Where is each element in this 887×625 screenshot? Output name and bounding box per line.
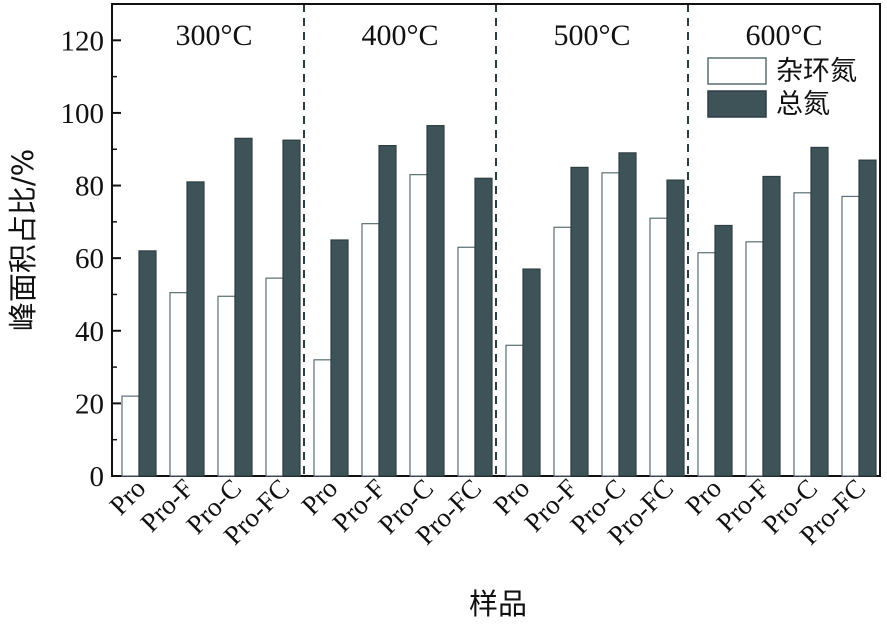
group-label-3: 600°C bbox=[745, 19, 822, 52]
group-label-0: 300°C bbox=[175, 19, 252, 52]
legend-label-0: 杂环氮 bbox=[776, 56, 857, 87]
heterocyclic-n-bar-0-2 bbox=[217, 295, 236, 477]
y-tick-label-40: 40 bbox=[75, 316, 104, 348]
legend-swatch-0 bbox=[707, 57, 767, 85]
total-n-bar-0-0 bbox=[138, 250, 157, 477]
y-axis: 0 20 40 60 80 100 120 bbox=[61, 25, 121, 493]
total-n-bar-2-1 bbox=[570, 166, 589, 477]
heterocyclic-n-bar-0-3 bbox=[265, 277, 284, 477]
temperature-groups: 300°C 400°C 500°C 600°C bbox=[175, 19, 822, 52]
heterocyclic-n-bar-1-1 bbox=[361, 223, 380, 477]
plot-frame bbox=[111, 3, 881, 477]
total-n-bar-3-3 bbox=[858, 159, 877, 477]
total-n-bar-2-3 bbox=[666, 179, 685, 477]
plot-border bbox=[111, 3, 881, 477]
legend-swatch-1 bbox=[707, 90, 767, 118]
total-n-bar-3-0 bbox=[714, 224, 733, 477]
y-tick-label-100: 100 bbox=[61, 98, 105, 130]
total-n-bar-3-1 bbox=[762, 175, 781, 477]
bars bbox=[121, 125, 877, 477]
heterocyclic-n-bar-1-0 bbox=[313, 359, 332, 477]
y-axis-title: 峰面积占比/% bbox=[6, 149, 40, 331]
total-n-bar-3-2 bbox=[810, 146, 829, 477]
total-n-bar-0-1 bbox=[186, 181, 205, 477]
heterocyclic-n-bar-0-1 bbox=[169, 292, 188, 477]
y-tick-label-80: 80 bbox=[75, 171, 104, 203]
y-tick-label-60: 60 bbox=[75, 243, 104, 275]
heterocyclic-n-bar-2-3 bbox=[649, 217, 668, 477]
heterocyclic-n-bar-1-3 bbox=[457, 246, 476, 477]
heterocyclic-n-bar-2-0 bbox=[505, 344, 524, 477]
heterocyclic-n-bar-0-0 bbox=[121, 395, 140, 477]
total-n-bar-1-0 bbox=[330, 239, 349, 477]
heterocyclic-n-bar-2-1 bbox=[553, 226, 572, 477]
heterocyclic-n-bar-2-2 bbox=[601, 172, 620, 477]
total-n-bar-1-3 bbox=[474, 177, 493, 477]
heterocyclic-n-bar-3-1 bbox=[745, 241, 764, 477]
y-tick-label-20: 20 bbox=[75, 388, 104, 420]
group-label-2: 500°C bbox=[553, 19, 630, 52]
total-n-bar-2-0 bbox=[522, 268, 541, 477]
total-n-bar-1-1 bbox=[378, 145, 397, 477]
group-label-1: 400°C bbox=[361, 19, 438, 52]
total-n-bar-2-2 bbox=[618, 152, 637, 477]
heterocyclic-n-bar-1-2 bbox=[409, 174, 428, 477]
legend-label-1: 总氮 bbox=[776, 89, 830, 120]
total-n-bar-0-3 bbox=[282, 139, 301, 477]
x-axis-title: 样品 bbox=[469, 587, 527, 621]
heterocyclic-n-bar-3-0 bbox=[697, 252, 716, 477]
y-tick-label-120: 120 bbox=[61, 25, 105, 57]
heterocyclic-n-bar-3-2 bbox=[793, 192, 812, 477]
total-n-bar-0-2 bbox=[234, 137, 253, 477]
heterocyclic-n-bar-3-3 bbox=[841, 195, 860, 477]
y-tick-label-0: 0 bbox=[90, 461, 105, 493]
total-n-bar-1-2 bbox=[426, 125, 445, 477]
